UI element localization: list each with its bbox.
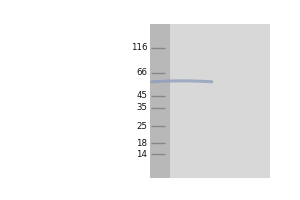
Text: 45: 45 <box>136 91 147 100</box>
Text: 35: 35 <box>136 103 147 112</box>
Bar <box>150 24 169 178</box>
Text: 18: 18 <box>136 139 147 148</box>
Text: 66: 66 <box>136 68 147 77</box>
Text: 14: 14 <box>136 150 147 159</box>
Bar <box>169 24 270 178</box>
Text: 116: 116 <box>131 43 147 52</box>
Text: 25: 25 <box>136 122 147 131</box>
